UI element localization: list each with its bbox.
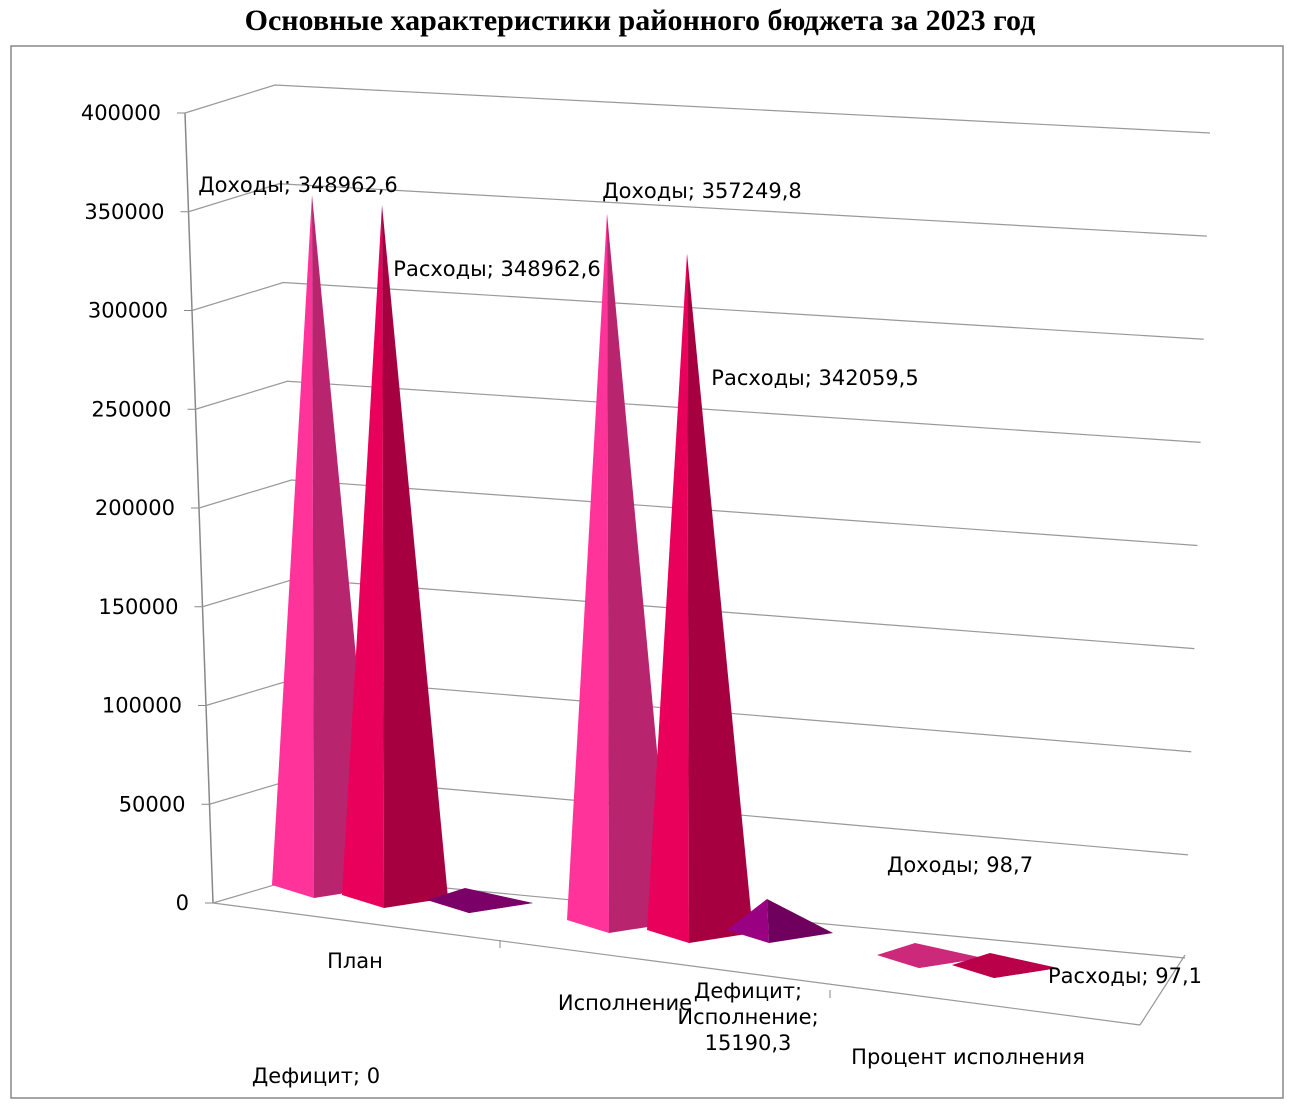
y-tick-label: 150000 (98, 595, 178, 619)
pyramid-front-face (647, 253, 689, 943)
floor-right-edge (1139, 954, 1186, 1026)
pyramid-front-face (567, 213, 609, 933)
pyramid-top (877, 943, 983, 968)
chart-title: Основные характеристики районного бюджет… (245, 4, 1036, 37)
x-tick-label: Исполнение (558, 991, 692, 1015)
pyramid-top (427, 888, 533, 913)
data-label: Доходы; 348962,6 (198, 173, 398, 197)
pyramid (952, 953, 1058, 978)
data-label: Доходы; 357249,8 (602, 179, 802, 203)
grid-line (188, 183, 1207, 237)
data-label: Дефицит; 0 (252, 1064, 380, 1088)
y-tick-label: 400000 (81, 101, 161, 125)
pyramid-side-face (687, 253, 753, 943)
data-label: Дефицит; Исполнение; 15190,3 (677, 979, 819, 1055)
pyramid-top (952, 953, 1058, 978)
pyramid-side-face (767, 898, 833, 943)
pyramid-side-face (382, 204, 448, 909)
x-tick-label: Процент исполнения (851, 1045, 1085, 1069)
chart-frame (10, 45, 1284, 1099)
pyramid (877, 943, 983, 968)
data-label: Расходы; 348962,6 (393, 257, 600, 281)
data-label: Расходы; 342059,5 (711, 366, 918, 390)
data-label: Доходы; 98,7 (887, 853, 1033, 877)
pyramid (727, 898, 833, 943)
y-tick-label: 50000 (119, 792, 186, 816)
y-tick-label: 300000 (88, 299, 168, 323)
pyramid (567, 213, 673, 933)
pyramid (647, 253, 753, 943)
y-tick-label: 0 (176, 891, 189, 915)
grid-line (195, 380, 1201, 443)
data-label: Расходы; 97,1 (1048, 964, 1202, 988)
pyramid-front-face (342, 204, 384, 909)
y-tick-label: 350000 (84, 200, 164, 224)
floor-front-edge (212, 902, 1141, 1026)
y-tick-label: 100000 (102, 694, 182, 718)
x-tick-label: План (327, 949, 383, 973)
pyramid (427, 888, 533, 913)
data-label-box: Дефицит; Исполнение; 15190,3 (677, 979, 819, 1055)
y-tick-label: 250000 (91, 397, 171, 421)
grid-line (198, 479, 1198, 547)
grid-line (191, 281, 1204, 340)
pyramid-front-face (272, 194, 314, 899)
grid-line (184, 84, 1211, 134)
y-tick-label: 200000 (95, 496, 175, 520)
pyramid-front-face (727, 898, 769, 943)
pyramid-side-face (607, 213, 673, 933)
pyramid (342, 204, 448, 909)
